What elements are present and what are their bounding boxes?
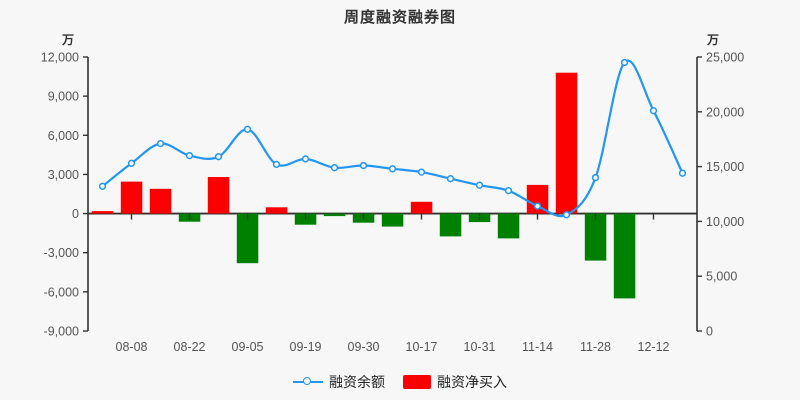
line-series-path xyxy=(101,59,684,218)
bar-positive xyxy=(120,181,143,214)
line-data-point-marker xyxy=(301,155,310,163)
legend-label-line: 融资余额 xyxy=(329,374,385,390)
left-axis-tick-label: -6,000 xyxy=(44,285,79,299)
left-axis-tick-label: 6,000 xyxy=(48,129,79,143)
legend-label-bar: 融资净买入 xyxy=(437,374,507,390)
x-axis-tick-label: 08-08 xyxy=(116,340,148,354)
left-axis-tick-label: 12,000 xyxy=(41,51,79,65)
right-axis-tick-label: 5,000 xyxy=(706,270,737,284)
bar-positive xyxy=(265,207,288,214)
line-data-point-marker xyxy=(388,165,397,173)
bar-negative xyxy=(613,213,636,299)
right-axis-tick-label: 15,000 xyxy=(706,160,744,174)
left-axis-tick-label: 3,000 xyxy=(48,168,79,182)
bar-positive xyxy=(149,188,172,214)
bar-negative xyxy=(323,213,346,217)
bar-negative xyxy=(584,213,607,261)
line-data-point-marker xyxy=(214,153,223,161)
x-axis-tick-label: 09-05 xyxy=(232,340,264,354)
bar-positive xyxy=(410,201,433,214)
x-axis-tick-label: 10-31 xyxy=(464,340,496,354)
line-data-point-marker xyxy=(533,202,542,210)
x-axis-tick-label: 12-12 xyxy=(638,340,670,354)
x-axis-tick-label: 08-22 xyxy=(174,340,206,354)
line-data-point-marker xyxy=(417,168,426,176)
x-axis-tick-label: 11-14 xyxy=(522,340,553,354)
line-data-point-marker xyxy=(562,211,571,219)
line-data-point-marker xyxy=(156,139,165,148)
bar-negative xyxy=(381,213,404,227)
chart-legend: 融资余额 融资净买入 xyxy=(0,372,800,392)
line-data-point-marker xyxy=(678,169,687,177)
legend-item-bar[interactable]: 融资净买入 xyxy=(403,372,507,392)
line-data-point-marker xyxy=(359,161,368,170)
line-data-point-marker xyxy=(243,125,252,133)
left-axis-tick-label: -9,000 xyxy=(44,325,79,339)
line-data-point-marker xyxy=(98,182,107,190)
left-axis-tick-label: 0 xyxy=(72,207,79,221)
line-data-point-marker xyxy=(504,187,513,195)
legend-item-line[interactable]: 融资余额 xyxy=(293,372,385,392)
right-axis-unit-label: 万 xyxy=(707,33,720,47)
right-axis-tick-label: 20,000 xyxy=(706,105,744,119)
line-swatch-icon xyxy=(293,376,323,388)
bar-negative xyxy=(497,213,520,239)
bar-positive xyxy=(526,184,549,214)
line-data-point-marker xyxy=(649,107,658,115)
left-axis-tick-label: 9,000 xyxy=(48,90,79,104)
bar-positive xyxy=(207,177,230,214)
line-data-point-marker xyxy=(272,160,281,169)
bar-positive xyxy=(91,211,114,214)
bar-negative xyxy=(236,213,259,264)
line-data-point-marker xyxy=(475,181,484,189)
bar-swatch-icon xyxy=(403,375,431,389)
right-axis-tick-label: 10,000 xyxy=(706,215,744,229)
bar-negative xyxy=(439,213,462,237)
left-axis-unit-label: 万 xyxy=(62,33,75,47)
left-axis-tick-label: -3,000 xyxy=(44,246,79,260)
x-axis-tick-label: 09-30 xyxy=(348,340,380,354)
right-axis-tick-label: 0 xyxy=(706,325,713,339)
x-axis-tick-label: 11-28 xyxy=(580,340,611,354)
line-data-point-marker xyxy=(591,173,600,182)
line-data-point-marker xyxy=(330,164,339,172)
bar-positive xyxy=(555,72,578,214)
x-axis-tick-label: 09-19 xyxy=(290,340,322,354)
chart-title: 周度融资融券图 xyxy=(343,9,456,26)
line-data-point-marker xyxy=(185,151,194,160)
line-data-point-marker xyxy=(446,175,455,183)
right-axis-tick-label: 25,000 xyxy=(706,51,744,65)
line-data-point-marker xyxy=(620,58,629,67)
line-data-point-marker xyxy=(127,159,136,167)
x-axis-tick-label: 10-17 xyxy=(406,340,438,354)
